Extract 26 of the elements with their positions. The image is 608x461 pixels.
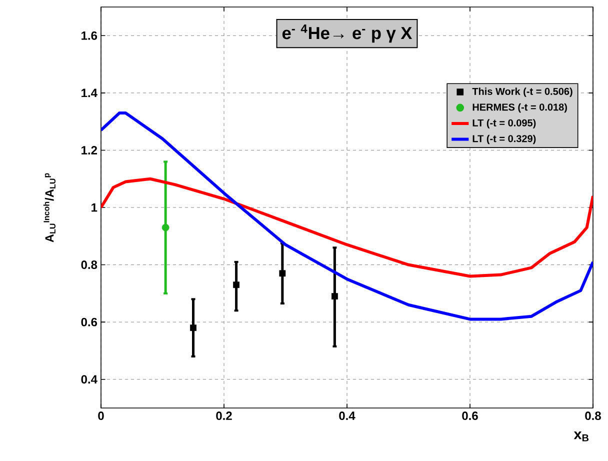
y-axis-title: A$_{LU}$$^{Incoh}$/A$_{LU}$p [43,173,56,242]
line-series [101,111,593,321]
point [190,324,196,331]
line-series [101,177,593,278]
point [162,224,170,232]
x-tick-label: 0.2 [216,412,232,420]
x-tick-label: 0.8 [585,412,601,420]
text: e$^{- 4}$He→ e$^{-}$ p γ X [282,24,412,43]
y-tick-label: 0.6 [81,318,98,326]
y-tick-label: 0.4 [81,375,98,384]
x-tick-label: 0 [98,412,104,420]
y-tick-label: 1.6 [82,31,98,40]
y-tick-label: 1.4 [82,88,98,98]
legend-label: LT (-t = 0.329) [472,134,536,144]
x-tick-label: 0.4 [339,412,356,420]
point [233,282,240,288]
y-tick-label: 1 [92,203,98,212]
y-tick-label: 1.2 [82,146,97,154]
point [332,293,338,300]
x-tick-label: 0.6 [462,412,478,420]
x-axis-title: x$_{B}$ [574,432,589,442]
legend-label: This Work (-t = 0.506) [472,88,572,97]
legend-label: HERMES (-t = 0.018) [472,103,567,113]
y-tick-label: 0.8 [81,260,98,270]
point [279,270,286,277]
legend-label: LT (-t = 0.095) [472,119,536,128]
